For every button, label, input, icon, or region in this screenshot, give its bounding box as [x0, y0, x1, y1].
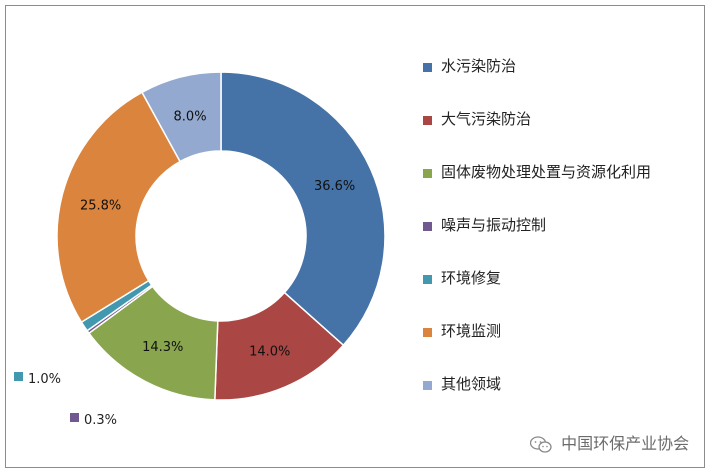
legend-swatch	[423, 222, 432, 231]
legend-swatch	[423, 63, 432, 72]
data-label-solid-waste: 14.3%	[142, 340, 183, 355]
watermark: 中国环保产业协会	[530, 430, 689, 454]
slice-water	[220, 71, 386, 347]
legend-label: 大气污染防治	[441, 110, 532, 128]
data-label-noise-marker	[70, 413, 79, 422]
legend-label: 噪声与振动控制	[441, 216, 547, 234]
data-label-other: 8.0%	[174, 109, 207, 124]
slice-monitoring	[56, 91, 182, 324]
legend-label: 环境监测	[441, 322, 502, 340]
legend-swatch	[423, 381, 432, 390]
legend-swatch	[423, 116, 432, 125]
legend-label: 其他领域	[441, 375, 502, 393]
data-label-remediation: 1.0%	[28, 372, 61, 387]
legend-swatch	[423, 169, 432, 178]
data-label-air: 14.0%	[249, 345, 290, 360]
data-label-remediation-marker	[14, 372, 23, 381]
data-label-water: 36.6%	[314, 179, 355, 194]
watermark-text: 中国环保产业协会	[561, 434, 690, 453]
legend-swatch	[423, 275, 432, 284]
data-label-monitoring: 25.8%	[80, 198, 121, 213]
legend-label: 环境修复	[441, 269, 502, 287]
data-label-noise: 0.3%	[84, 413, 117, 428]
legend-swatch	[423, 328, 432, 337]
wechat-icon	[530, 435, 552, 453]
legend-label: 水污染防治	[441, 57, 517, 75]
slice-other	[140, 71, 222, 163]
legend-label: 固体废物处理处置与资源化利用	[441, 163, 652, 181]
